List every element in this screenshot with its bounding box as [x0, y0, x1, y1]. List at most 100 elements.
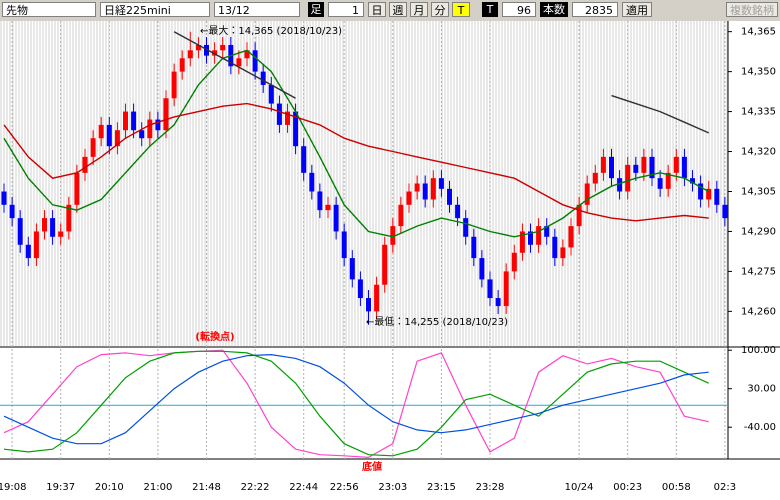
multi-button[interactable]: 複数銘柄 — [726, 2, 778, 17]
candle-body — [1, 191, 7, 205]
candle-body — [592, 172, 598, 184]
candle-body — [568, 226, 574, 248]
candle-body — [447, 188, 452, 205]
candle-body — [673, 156, 679, 173]
y-tick-label: 14,305 — [741, 186, 776, 197]
symbol-select[interactable]: 日経225mini — [100, 2, 210, 17]
count-value[interactable]: 2835 — [572, 2, 618, 17]
y-tick-label: 14,290 — [741, 226, 776, 237]
candle-body — [544, 226, 550, 237]
candle-body — [649, 156, 655, 179]
candle-body — [657, 178, 663, 189]
candle-body — [325, 204, 331, 211]
candle-body — [317, 191, 323, 211]
minute-button[interactable]: 分 — [431, 2, 449, 17]
x-tick-label: 23:28 — [476, 482, 505, 493]
candle-body — [187, 50, 193, 59]
candle-body — [625, 164, 631, 192]
month-button[interactable]: 月 — [410, 2, 428, 17]
x-tick-label: 02:3 — [714, 482, 736, 493]
x-tick-label: 23:03 — [378, 482, 407, 493]
candle-body — [706, 188, 712, 200]
candle-body — [609, 156, 614, 179]
candle-body — [90, 138, 96, 157]
candle-body — [50, 218, 56, 237]
y-tick-label: -40.00 — [744, 422, 776, 433]
x-tick-label: 19:37 — [46, 482, 75, 493]
candle-body — [463, 218, 469, 237]
candle-body — [155, 119, 161, 131]
candle-body — [382, 244, 388, 285]
candle-body — [212, 50, 218, 56]
candle-body — [147, 119, 153, 139]
candle-body — [285, 111, 290, 125]
candle-body — [471, 236, 477, 259]
candle-body — [204, 44, 209, 56]
x-tick-label: 22:22 — [241, 482, 270, 493]
candle-body — [641, 156, 647, 173]
candle-body — [633, 164, 639, 173]
candle-body — [163, 98, 169, 131]
y-tick-label: 14,260 — [741, 306, 776, 317]
candle-body — [422, 183, 428, 200]
indicator-line — [3, 350, 709, 457]
x-tick-label: 23:15 — [427, 482, 456, 493]
x-tick-label: 19:08 — [0, 482, 27, 493]
candle-body — [123, 111, 128, 131]
candle-body — [293, 111, 299, 147]
candle-body — [42, 218, 47, 232]
indicator-line — [3, 102, 709, 222]
candle-body — [17, 218, 23, 245]
indicator-line — [173, 31, 709, 134]
candle-body — [341, 231, 347, 259]
candle-body — [438, 178, 444, 189]
y-tick-label: 14,350 — [741, 67, 776, 78]
symbol-type-select[interactable]: 先物 — [2, 2, 96, 17]
candle-body — [487, 279, 493, 299]
candle-body — [398, 204, 404, 227]
candle-body — [236, 58, 242, 67]
bar-count[interactable]: 1 — [328, 2, 364, 17]
candle-body — [82, 156, 88, 173]
contract-select[interactable]: 13/12 — [214, 2, 300, 17]
candle-body — [681, 156, 687, 179]
candle-body — [366, 298, 371, 312]
tick-button[interactable]: T — [452, 2, 470, 17]
y-tick-label: 14,320 — [741, 147, 776, 158]
candle-body — [357, 279, 363, 299]
week-button[interactable]: 週 — [389, 2, 407, 17]
candle-body — [576, 204, 582, 227]
candle-body — [414, 183, 420, 192]
indicator-line — [3, 353, 709, 445]
x-tick-label: 10/24 — [565, 482, 594, 493]
plot-hatch — [0, 21, 728, 346]
candle-body — [519, 231, 525, 253]
annotation: ←最低：14,255 (2018/10/23) — [366, 316, 508, 328]
annotation: (転換点) — [195, 330, 234, 343]
x-tick-label: 20:10 — [95, 482, 124, 493]
tick-value[interactable]: 96 — [502, 2, 536, 17]
y-tick-label: 100.00 — [741, 345, 776, 356]
apply-button[interactable]: 適用 — [622, 2, 652, 17]
candle-body — [503, 271, 509, 307]
candle-body — [98, 124, 104, 139]
day-button[interactable]: 日 — [368, 2, 386, 17]
candle-body — [179, 58, 185, 72]
indicator-line — [3, 349, 709, 459]
annotation: 底値 — [362, 460, 382, 473]
candle-body — [301, 146, 307, 173]
x-tick-label: 22:44 — [289, 482, 318, 493]
candle-body — [560, 247, 566, 259]
candle-body — [455, 204, 461, 219]
candle-body — [722, 204, 728, 219]
candle-body — [479, 258, 485, 280]
candle-body — [511, 252, 517, 272]
candle-body — [33, 231, 39, 259]
candle-body — [171, 71, 177, 99]
candle-body — [131, 111, 137, 131]
candle-body — [552, 236, 558, 259]
candle-body — [584, 183, 590, 205]
candle-body — [349, 258, 355, 280]
candle-body — [536, 226, 542, 245]
